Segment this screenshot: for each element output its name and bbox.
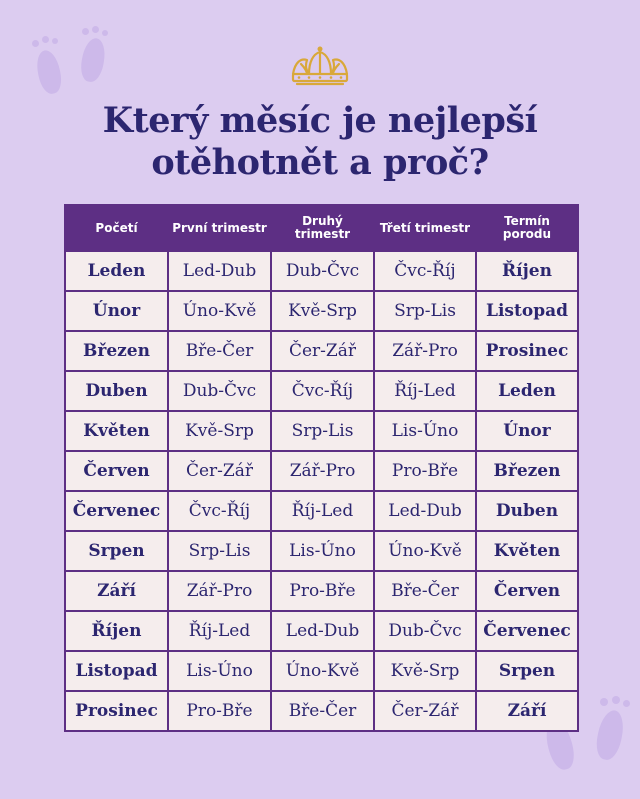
first-trimester-cell: Srp-Lis (167, 530, 272, 572)
second-trimester-cell: Lis-Úno (270, 530, 375, 572)
conception-month: Březen (64, 330, 169, 372)
due-month: Říjen (475, 250, 579, 292)
first-trimester-cell: Čvc-Říj (167, 490, 272, 532)
second-trimester-cell: Led-Dub (270, 610, 375, 652)
second-trimester-cell: Pro-Bře (270, 570, 375, 612)
table-row: Květen Kvě-Srp Srp-Lis Lis-Úno Únor (64, 410, 579, 452)
due-month: Srpen (475, 650, 579, 692)
baby-footprints-icon (30, 26, 130, 110)
title-line-1: Který měsíc je nejlepší (102, 100, 538, 141)
second-trimester-cell: Srp-Lis (270, 410, 375, 452)
due-month: Květen (475, 530, 579, 572)
third-trimester-cell: Srp-Lis (373, 290, 477, 332)
first-trimester-cell: Pro-Bře (167, 690, 272, 732)
second-trimester-cell: Kvě-Srp (270, 290, 375, 332)
table-row: Únor Úno-Kvě Kvě-Srp Srp-Lis Listopad (64, 290, 579, 332)
due-month: Září (475, 690, 579, 732)
conception-month: Srpen (64, 530, 169, 572)
header-due-date: Termín porodu (475, 204, 579, 252)
table-row: Srpen Srp-Lis Lis-Úno Úno-Kvě Květen (64, 530, 579, 572)
table-row: Prosinec Pro-Bře Bře-Čer Čer-Zář Září (64, 690, 579, 732)
third-trimester-cell: Zář-Pro (373, 330, 477, 372)
first-trimester-cell: Bře-Čer (167, 330, 272, 372)
third-trimester-cell: Bře-Čer (373, 570, 477, 612)
due-month: Červenec (475, 610, 579, 652)
due-month: Duben (475, 490, 579, 532)
conception-month: Listopad (64, 650, 169, 692)
second-trimester-cell: Zář-Pro (270, 450, 375, 492)
second-trimester-cell: Říj-Led (270, 490, 375, 532)
second-trimester-cell: Čer-Zář (270, 330, 375, 372)
title-line-2: otěhotnět a proč? (151, 142, 489, 183)
first-trimester-cell: Úno-Kvě (167, 290, 272, 332)
conception-month: Únor (64, 290, 169, 332)
table-header-row: Početí První trimestr Druhý trimestr Tře… (64, 204, 579, 252)
first-trimester-cell: Lis-Úno (167, 650, 272, 692)
conception-month: Červenec (64, 490, 169, 532)
due-month: Leden (475, 370, 579, 412)
due-month: Únor (475, 410, 579, 452)
table-row: Září Zář-Pro Pro-Bře Bře-Čer Červen (64, 570, 579, 612)
conception-month: Květen (64, 410, 169, 452)
conception-month: Září (64, 570, 169, 612)
header-conception: Početí (64, 204, 169, 252)
third-trimester-cell: Úno-Kvě (373, 530, 477, 572)
table-row: Listopad Lis-Úno Úno-Kvě Kvě-Srp Srpen (64, 650, 579, 692)
due-month: Listopad (475, 290, 579, 332)
conception-month: Prosinec (64, 690, 169, 732)
header-first-trimester: První trimestr (167, 204, 272, 252)
table-row: Říjen Říj-Led Led-Dub Dub-Čvc Červenec (64, 610, 579, 652)
conception-month: Leden (64, 250, 169, 292)
table-row: Březen Bře-Čer Čer-Zář Zář-Pro Prosinec (64, 330, 579, 372)
header-third-trimester: Třetí trimestr (373, 204, 477, 252)
table-row: Leden Led-Dub Dub-Čvc Čvc-Říj Říjen (64, 250, 579, 292)
third-trimester-cell: Led-Dub (373, 490, 477, 532)
page-title: Který měsíc je nejlepší otěhotnět a proč… (0, 100, 640, 184)
third-trimester-cell: Lis-Úno (373, 410, 477, 452)
third-trimester-cell: Čvc-Říj (373, 250, 477, 292)
third-trimester-cell: Dub-Čvc (373, 610, 477, 652)
second-trimester-cell: Bře-Čer (270, 690, 375, 732)
table-row: Červenec Čvc-Říj Říj-Led Led-Dub Duben (64, 490, 579, 532)
first-trimester-cell: Led-Dub (167, 250, 272, 292)
due-month: Červen (475, 570, 579, 612)
third-trimester-cell: Kvě-Srp (373, 650, 477, 692)
conception-month: Duben (64, 370, 169, 412)
conception-month: Říjen (64, 610, 169, 652)
header-second-trimester: Druhý trimestr (270, 204, 375, 252)
conception-month: Červen (64, 450, 169, 492)
due-month: Prosinec (475, 330, 579, 372)
first-trimester-cell: Kvě-Srp (167, 410, 272, 452)
due-month: Březen (475, 450, 579, 492)
second-trimester-cell: Úno-Kvě (270, 650, 375, 692)
first-trimester-cell: Čer-Zář (167, 450, 272, 492)
third-trimester-cell: Pro-Bře (373, 450, 477, 492)
third-trimester-cell: Čer-Zář (373, 690, 477, 732)
third-trimester-cell: Říj-Led (373, 370, 477, 412)
first-trimester-cell: Dub-Čvc (167, 370, 272, 412)
table-row: Duben Dub-Čvc Čvc-Říj Říj-Led Leden (64, 370, 579, 412)
first-trimester-cell: Říj-Led (167, 610, 272, 652)
crown-icon (291, 46, 349, 86)
second-trimester-cell: Čvc-Říj (270, 370, 375, 412)
table-row: Červen Čer-Zář Zář-Pro Pro-Bře Březen (64, 450, 579, 492)
pregnancy-calendar-table: Početí První trimestr Druhý trimestr Tře… (64, 204, 579, 732)
first-trimester-cell: Zář-Pro (167, 570, 272, 612)
second-trimester-cell: Dub-Čvc (270, 250, 375, 292)
